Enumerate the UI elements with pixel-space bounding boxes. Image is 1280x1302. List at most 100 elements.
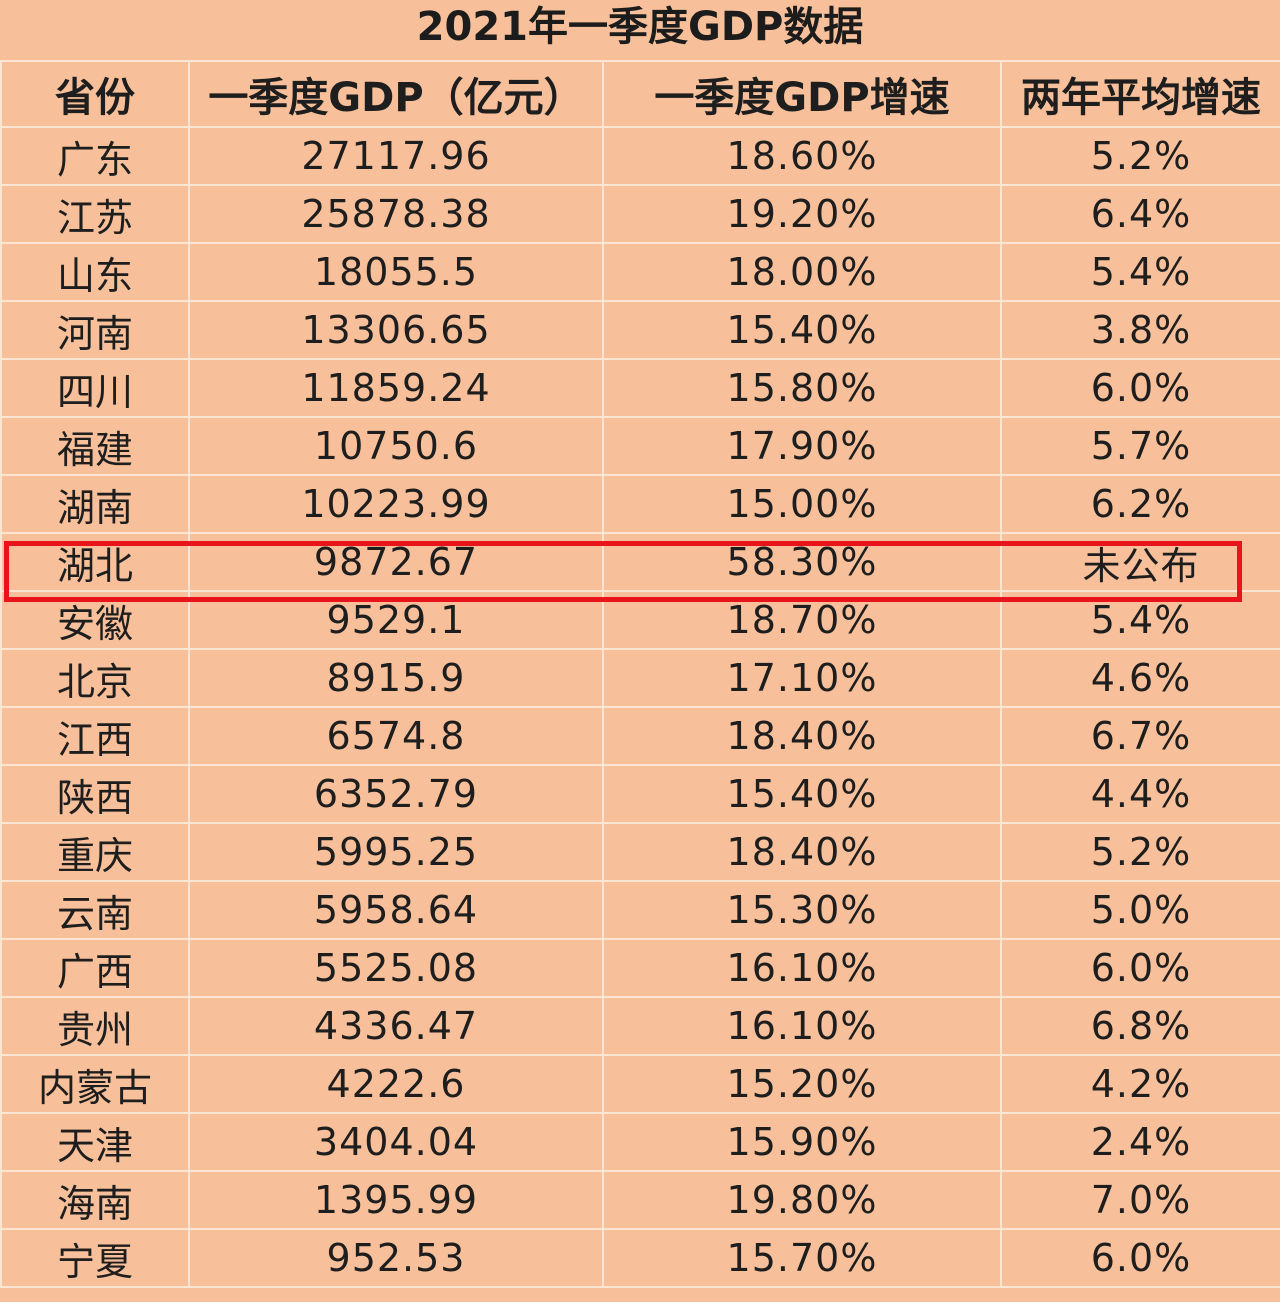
cell-two-year-growth: 4.6% (1000, 648, 1280, 708)
table-row: 云南 5958.64 15.30% 5.0% (0, 880, 1280, 940)
chart-title: 2021年一季度GDP数据 (416, 4, 864, 50)
cell-gdp: 6352.79 (188, 764, 604, 824)
cell-province: 宁夏 (0, 1228, 190, 1288)
cell-two-year-growth: 6.2% (1000, 474, 1280, 534)
cell-province: 内蒙古 (0, 1054, 190, 1114)
table-body: 广东 27117.96 18.60% 5.2% 江苏 25878.38 19.20% 6.4%… (0, 126, 1280, 1288)
cell-two-year-growth: 5.2% (1000, 126, 1280, 186)
cell-province: 广东 (0, 126, 190, 186)
cell-two-year-growth: 5.0% (1000, 880, 1280, 940)
cell-province: 贵州 (0, 996, 190, 1056)
table-header-row: 省份 一季度GDP（亿元） 一季度GDP增速 两年平均增速 (0, 60, 1280, 128)
cell-two-year-growth: 6.4% (1000, 184, 1280, 244)
cell-growth: 15.20% (602, 1054, 1002, 1114)
cell-gdp: 5958.64 (188, 880, 604, 940)
table-row: 湖南 10223.99 15.00% 6.2% (0, 474, 1280, 534)
table-row: 宁夏 952.53 15.70% 6.0% (0, 1228, 1280, 1288)
cell-gdp: 13306.65 (188, 300, 604, 360)
column-header-two-year-growth: 两年平均增速 (1000, 60, 1280, 128)
cell-gdp: 9529.1 (188, 590, 604, 650)
cell-growth: 18.70% (602, 590, 1002, 650)
cell-gdp: 27117.96 (188, 126, 604, 186)
column-header-gdp: 一季度GDP（亿元） (188, 60, 604, 128)
cell-two-year-growth: 5.4% (1000, 590, 1280, 650)
cell-growth: 18.40% (602, 706, 1002, 766)
cell-gdp: 18055.5 (188, 242, 604, 302)
cell-growth: 17.90% (602, 416, 1002, 476)
cell-two-year-growth: 6.7% (1000, 706, 1280, 766)
cell-growth: 16.10% (602, 996, 1002, 1056)
cell-gdp: 11859.24 (188, 358, 604, 418)
cell-province: 湖南 (0, 474, 190, 534)
cell-province: 湖北 (0, 532, 190, 592)
cell-growth: 15.70% (602, 1228, 1002, 1288)
gdp-table: 省份 一季度GDP（亿元） 一季度GDP增速 两年平均增速 广东 27117.96… (0, 60, 1280, 1288)
cell-growth: 18.00% (602, 242, 1002, 302)
cell-growth: 15.90% (602, 1112, 1002, 1172)
cell-province: 福建 (0, 416, 190, 476)
cell-two-year-growth: 5.7% (1000, 416, 1280, 476)
cell-gdp: 5995.25 (188, 822, 604, 882)
cell-province: 云南 (0, 880, 190, 940)
cell-province: 山东 (0, 242, 190, 302)
cell-gdp: 10223.99 (188, 474, 604, 534)
cell-growth: 16.10% (602, 938, 1002, 998)
table-row: 内蒙古 4222.6 15.20% 4.2% (0, 1054, 1280, 1114)
cell-gdp: 10750.6 (188, 416, 604, 476)
cell-two-year-growth: 5.4% (1000, 242, 1280, 302)
cell-province: 天津 (0, 1112, 190, 1172)
cell-gdp: 9872.67 (188, 532, 604, 592)
cell-growth: 18.40% (602, 822, 1002, 882)
cell-growth: 18.60% (602, 126, 1002, 186)
table-row: 贵州 4336.47 16.10% 6.8% (0, 996, 1280, 1056)
cell-two-year-growth: 6.0% (1000, 1228, 1280, 1288)
table-row: 四川 11859.24 15.80% 6.0% (0, 358, 1280, 418)
cell-growth: 58.30% (602, 532, 1002, 592)
cell-province: 河南 (0, 300, 190, 360)
cell-two-year-growth: 6.0% (1000, 938, 1280, 998)
table-row: 河南 13306.65 15.40% 3.8% (0, 300, 1280, 360)
cell-two-year-growth: 2.4% (1000, 1112, 1280, 1172)
cell-growth: 15.40% (602, 764, 1002, 824)
table-row: 重庆 5995.25 18.40% 5.2% (0, 822, 1280, 882)
cell-two-year-growth: 未公布 (1000, 532, 1280, 592)
column-header-growth: 一季度GDP增速 (602, 60, 1002, 128)
cell-province: 四川 (0, 358, 190, 418)
cell-growth: 15.40% (602, 300, 1002, 360)
cell-gdp: 4222.6 (188, 1054, 604, 1114)
cell-province: 海南 (0, 1170, 190, 1230)
cell-province: 江西 (0, 706, 190, 766)
cell-two-year-growth: 4.4% (1000, 764, 1280, 824)
table-row: 江西 6574.8 18.40% 6.7% (0, 706, 1280, 766)
table-row: 山东 18055.5 18.00% 5.4% (0, 242, 1280, 302)
table-row: 广西 5525.08 16.10% 6.0% (0, 938, 1280, 998)
cell-growth: 19.80% (602, 1170, 1002, 1230)
cell-gdp: 3404.04 (188, 1112, 604, 1172)
cell-gdp: 8915.9 (188, 648, 604, 708)
table-row: 海南 1395.99 19.80% 7.0% (0, 1170, 1280, 1230)
cell-gdp: 5525.08 (188, 938, 604, 998)
cell-two-year-growth: 3.8% (1000, 300, 1280, 360)
table-row: 江苏 25878.38 19.20% 6.4% (0, 184, 1280, 244)
cell-two-year-growth: 4.2% (1000, 1054, 1280, 1114)
table-row: 安徽 9529.1 18.70% 5.4% (0, 590, 1280, 650)
table-row: 湖北 9872.67 58.30% 未公布 (0, 532, 1280, 592)
cell-province: 安徽 (0, 590, 190, 650)
cell-gdp: 952.53 (188, 1228, 604, 1288)
table-row: 广东 27117.96 18.60% 5.2% (0, 126, 1280, 186)
cell-province: 陕西 (0, 764, 190, 824)
table-row: 福建 10750.6 17.90% 5.7% (0, 416, 1280, 476)
table-row: 陕西 6352.79 15.40% 4.4% (0, 764, 1280, 824)
cell-gdp: 4336.47 (188, 996, 604, 1056)
cell-gdp: 6574.8 (188, 706, 604, 766)
cell-province: 广西 (0, 938, 190, 998)
cell-growth: 15.00% (602, 474, 1002, 534)
cell-province: 重庆 (0, 822, 190, 882)
cell-two-year-growth: 6.8% (1000, 996, 1280, 1056)
table-row: 北京 8915.9 17.10% 4.6% (0, 648, 1280, 708)
cell-province: 江苏 (0, 184, 190, 244)
cell-two-year-growth: 5.2% (1000, 822, 1280, 882)
column-header-province: 省份 (0, 60, 190, 128)
cell-growth: 15.80% (602, 358, 1002, 418)
cell-two-year-growth: 7.0% (1000, 1170, 1280, 1230)
